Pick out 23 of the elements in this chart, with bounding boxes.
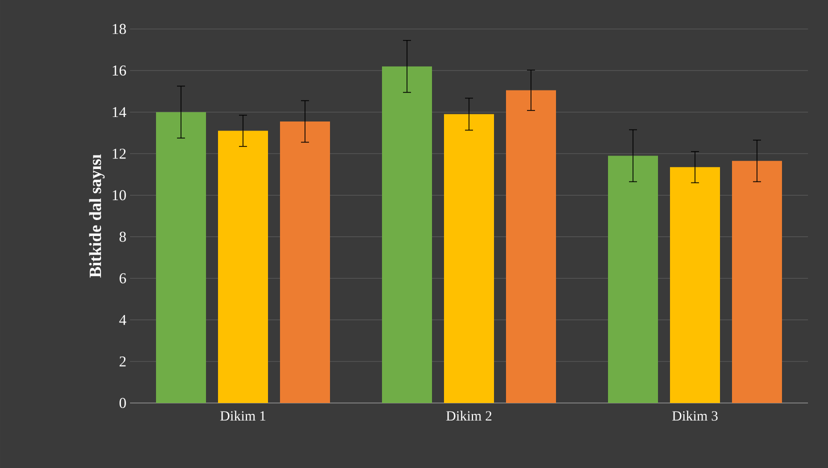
bar [506, 90, 556, 403]
bar [670, 167, 720, 403]
y-tick-label: 8 [120, 232, 126, 242]
bar [382, 66, 432, 403]
x-tick-label: Dikim 3 [672, 410, 718, 421]
y-tick-label: 0 [120, 398, 126, 408]
bar [280, 121, 330, 403]
bar [732, 160, 782, 403]
y-axis-title: Bitkide dal sayısı [89, 154, 105, 278]
x-tick-label: Dikim 2 [446, 410, 492, 421]
y-tick-label: 6 [120, 273, 126, 284]
bar [156, 112, 206, 403]
y-tick-label: 2 [120, 356, 126, 366]
y-tick-label: 16 [112, 66, 126, 76]
x-tick-label: Dikim 1 [220, 410, 266, 421]
bar [218, 130, 268, 403]
y-tick-label: 12 [112, 148, 126, 159]
y-tick-label: 14 [112, 107, 126, 118]
bar [444, 114, 494, 403]
y-tick-label: 18 [112, 24, 126, 34]
y-tick-label: 10 [112, 190, 126, 200]
bar [608, 156, 658, 403]
y-tick-label: 4 [119, 314, 126, 325]
